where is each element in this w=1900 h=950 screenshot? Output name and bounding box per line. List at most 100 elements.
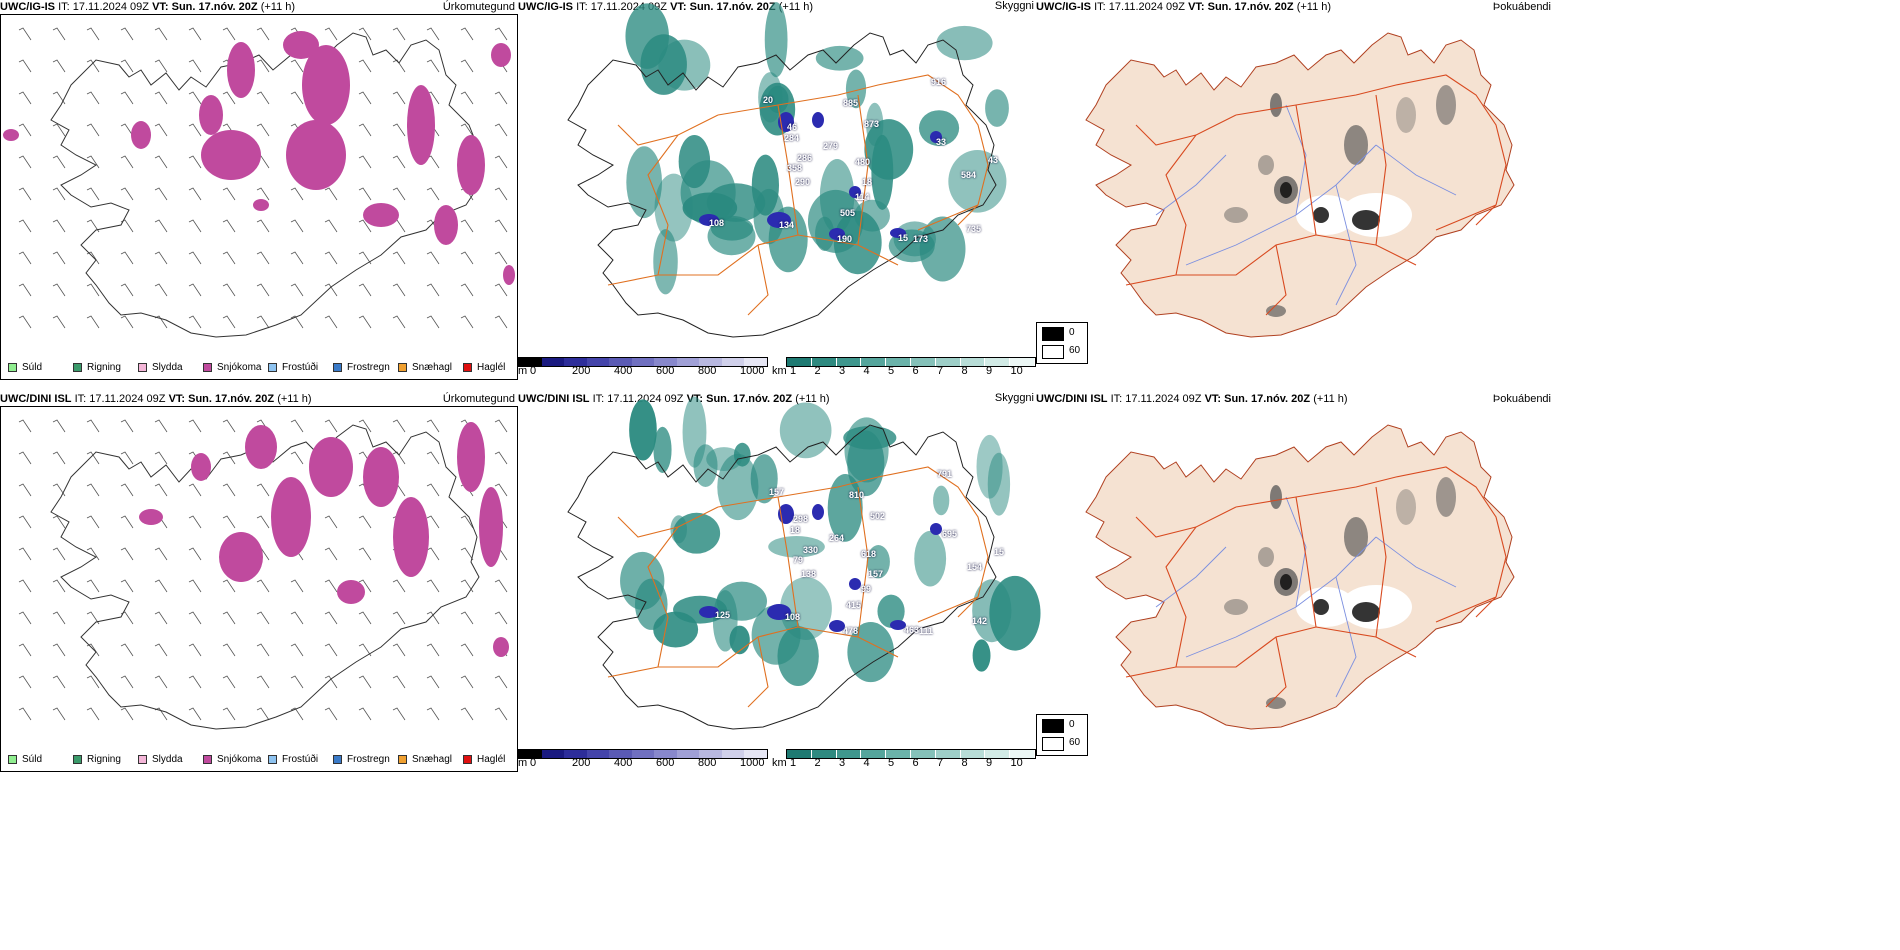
wind-barb [154, 643, 168, 657]
wind-barb [426, 283, 440, 297]
precip-map [3, 27, 515, 338]
wind-barb [494, 251, 508, 265]
wind-barb [426, 643, 440, 657]
visibility-value: 330 [803, 545, 819, 555]
scale-step [564, 750, 587, 758]
wind-barb [222, 419, 236, 433]
snow-area [393, 497, 429, 577]
visibility-tick: 6 [912, 757, 919, 769]
wind-barb [324, 315, 338, 329]
scale-step [985, 358, 1011, 366]
scale-step [676, 750, 700, 758]
wind-barb [256, 187, 270, 201]
terrain-height-area [812, 112, 824, 128]
wind-barb [18, 675, 32, 689]
wind-barb [52, 515, 66, 529]
wind-barb [18, 187, 32, 201]
snow-area [302, 45, 350, 125]
wind-barb [324, 547, 338, 561]
legend-item: Rigning [73, 754, 121, 765]
wind-barb [222, 451, 236, 465]
wind-barb [86, 515, 100, 529]
fog-area [1396, 489, 1416, 525]
scale-step [519, 358, 542, 366]
snow-area [271, 477, 311, 557]
scale-step [1010, 750, 1035, 758]
wind-barb [188, 547, 202, 561]
low-visibility-area [948, 150, 1007, 213]
scale-step [631, 358, 655, 366]
legend-swatch [73, 755, 82, 764]
wind-barbs [18, 27, 508, 329]
wind-barb [358, 675, 372, 689]
height-unit: m [518, 365, 528, 377]
low-visibility-area [807, 189, 864, 253]
wind-barb [52, 707, 66, 721]
wind-barb [426, 251, 440, 265]
wind-barb [256, 123, 270, 137]
legend-item: Frostúði [268, 362, 318, 373]
snow-area [457, 422, 485, 492]
wind-barb [222, 315, 236, 329]
wind-barb [290, 419, 304, 433]
scale-step [960, 358, 986, 366]
fog-scale-label: 60 [1069, 737, 1081, 748]
wind-barb [188, 515, 202, 529]
snow-area [199, 95, 223, 135]
wind-barb [256, 91, 270, 105]
scale-step [541, 358, 565, 366]
road [777, 496, 799, 628]
forecast-row: UWC/DINI ISL IT: 17.11.2024 09Z VT: Sun.… [0, 392, 1900, 772]
scale-step [519, 750, 542, 758]
terrain-height-area [930, 131, 942, 143]
height-unit: m [518, 757, 528, 769]
wind-barb [358, 27, 372, 41]
height-tick: 1000 [740, 757, 765, 769]
scale-step [631, 750, 655, 758]
wind-barb [494, 283, 508, 297]
scale-step [699, 358, 722, 366]
height-tick: 800 [698, 365, 717, 377]
wind-barb [392, 91, 406, 105]
fog-map [1085, 424, 1515, 730]
visibility-value: 138 [801, 569, 817, 579]
wind-barb [494, 91, 508, 105]
snowfall-areas [3, 31, 515, 285]
low-visibility-area [779, 402, 832, 459]
legend-label: Frostregn [347, 362, 390, 373]
wind-barb [188, 251, 202, 265]
wind-barb [18, 27, 32, 41]
wind-barb [392, 315, 406, 329]
wind-barb [188, 483, 202, 497]
dense-fog-area [1280, 574, 1292, 590]
wind-barb [494, 675, 508, 689]
snow-area [363, 447, 399, 507]
wind-barb [358, 91, 372, 105]
road [1265, 244, 1287, 316]
terrain-height-area [699, 214, 719, 226]
scale-step [541, 750, 565, 758]
wind-barb [256, 707, 270, 721]
legend-item: Snjókoma [203, 754, 261, 765]
wind-barb [188, 219, 202, 233]
wind-barb [392, 707, 406, 721]
road [747, 244, 769, 316]
wind-barb [86, 675, 100, 689]
wind-barb [18, 91, 32, 105]
road [777, 104, 799, 236]
wind-barb [154, 419, 168, 433]
legend-label: Rigning [87, 362, 121, 373]
snow-area [363, 203, 399, 227]
wind-barb [52, 219, 66, 233]
legend-label: Slydda [152, 362, 183, 373]
legend-item: Rigning [73, 362, 121, 373]
wind-barb [120, 123, 134, 137]
terrain-height-area [767, 604, 791, 620]
scale-step [744, 750, 768, 758]
legend-item: Frostregn [333, 754, 390, 765]
wind-barb [222, 483, 236, 497]
wind-barb [120, 579, 134, 593]
fog-area [1436, 477, 1456, 517]
precip-map-frame [0, 406, 518, 772]
wind-barb [120, 643, 134, 657]
